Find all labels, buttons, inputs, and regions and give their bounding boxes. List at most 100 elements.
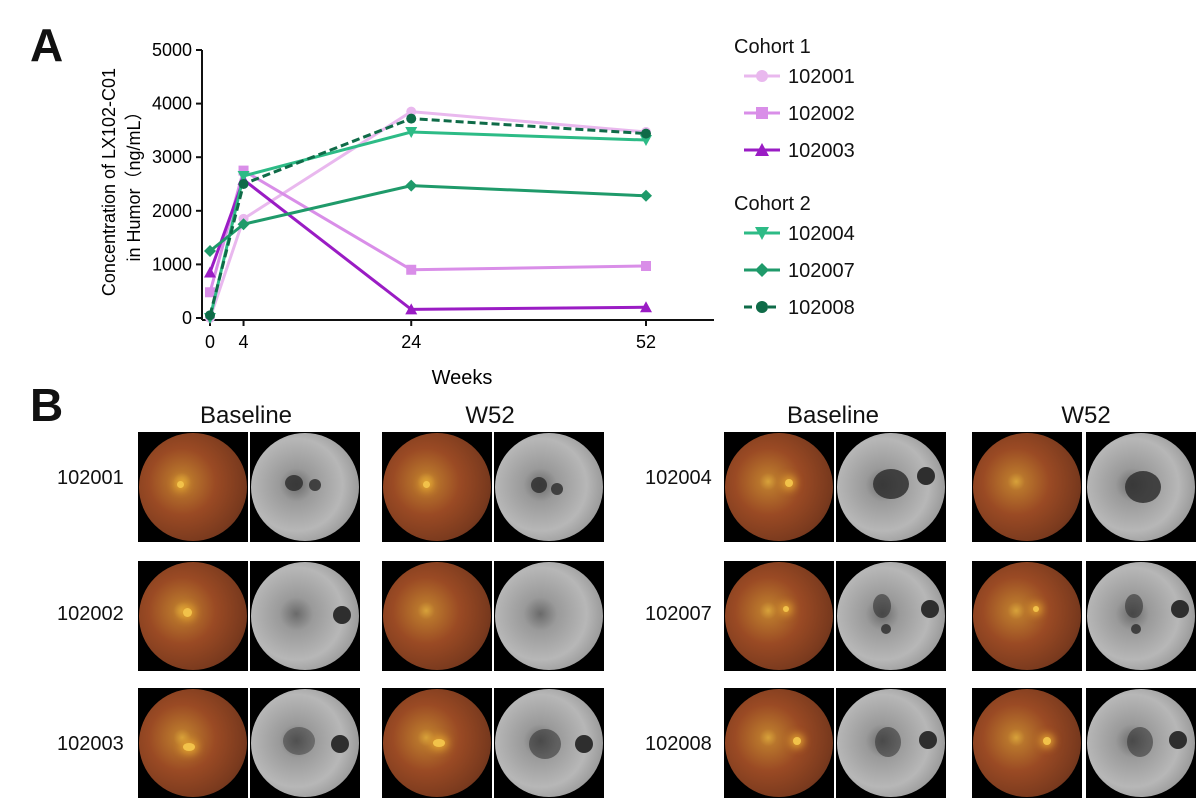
patient-label-102003: 102003 xyxy=(57,733,124,755)
data-point-102004 xyxy=(405,127,418,139)
fundus-photo-102008-w52 xyxy=(972,688,1082,798)
data-point-102003 xyxy=(640,301,652,313)
series-line-102002 xyxy=(208,168,647,293)
legend-label-102007: 102007 xyxy=(788,260,855,282)
fundus-photo-102002-w52 xyxy=(382,561,492,671)
y-tick-label: 2000 xyxy=(152,201,192,221)
legend-label-102002: 102002 xyxy=(788,103,855,125)
legend-symbol-102001 xyxy=(756,70,768,82)
legend-marker-102007 xyxy=(744,263,780,277)
legend-entry-102008: 102008 xyxy=(734,291,934,328)
series-102004 xyxy=(204,127,652,324)
faf-image-102002-baseline xyxy=(250,561,360,671)
condition-title-baseline-right: Baseline xyxy=(786,402,880,429)
data-point-102004 xyxy=(237,170,250,182)
data-point-102002 xyxy=(406,264,417,275)
legend-entry-102007: 102007 xyxy=(734,254,934,291)
legend-symbol-102002 xyxy=(756,107,768,119)
x-axis-label: Weeks xyxy=(432,367,493,389)
panel-b-label: B xyxy=(30,379,64,431)
fundus-photo-102001-w52 xyxy=(382,432,492,542)
patient-label-102002: 102002 xyxy=(57,603,124,625)
fundus-photo-102008-baseline xyxy=(724,688,834,798)
fundus-photo-102003-w52 xyxy=(382,688,492,798)
line-chart: 0 1000 2000 3000 4000 5000 0 4 24 52 Concentratio… xyxy=(99,40,714,389)
legend-symbol-102007 xyxy=(755,263,769,277)
data-point-102001 xyxy=(406,106,417,117)
condition-title-baseline-left: Baseline xyxy=(199,402,293,429)
x-tick-label: 52 xyxy=(636,332,656,352)
data-point-102007 xyxy=(237,218,250,231)
fundus-photo-102004-baseline xyxy=(724,432,834,542)
y-tick-label: 1000 xyxy=(152,254,192,274)
legend-entry-102003: 102003 xyxy=(734,134,934,171)
data-point-102008 xyxy=(205,310,215,321)
panel-a-label: A xyxy=(30,19,64,71)
fundus-photo-102001-baseline xyxy=(138,432,248,542)
data-point-102007 xyxy=(640,189,652,202)
data-point-102007 xyxy=(204,245,216,257)
series-102007 xyxy=(204,179,652,257)
data-point-102003 xyxy=(204,266,216,278)
fundus-photo-102007-baseline xyxy=(724,561,834,671)
legend-marker-102002 xyxy=(744,107,780,119)
y-tick-label: 3000 xyxy=(152,147,192,167)
data-point-102004 xyxy=(640,135,652,147)
y-tick-label: 0 xyxy=(182,308,192,328)
faf-image-102001-baseline xyxy=(250,432,360,542)
data-point-102007 xyxy=(405,179,418,192)
faf-image-102002-w52 xyxy=(494,561,604,671)
legend-cohort-1-title: Cohort 1 xyxy=(734,36,811,58)
condition-title-w52-left: W52 xyxy=(465,402,515,429)
series-line-102003 xyxy=(208,177,647,311)
legend-symbol-102004 xyxy=(755,227,769,240)
x-tick-label: 0 xyxy=(205,332,215,352)
faf-image-102001-w52 xyxy=(494,432,604,542)
legend-entry-102001: 102001 xyxy=(734,60,934,97)
faf-image-102003-w52 xyxy=(494,688,604,798)
legend-marker-102003 xyxy=(744,143,780,156)
data-point-102008 xyxy=(406,113,417,124)
legend-entry-102004: 102004 xyxy=(734,217,934,254)
x-tick-label: 4 xyxy=(239,332,249,352)
y-axis-label-line1: Concentration of LX102-C01 xyxy=(99,68,119,296)
legend-symbol-102008 xyxy=(756,301,768,313)
legend-label-102008: 102008 xyxy=(788,297,855,319)
data-point-102003 xyxy=(405,303,418,315)
data-point-102008 xyxy=(641,128,651,139)
patient-label-102007: 102007 xyxy=(645,603,712,625)
legend-marker-102001 xyxy=(744,70,780,82)
x-tick-label: 24 xyxy=(401,332,421,352)
legend-symbol-102003 xyxy=(755,143,769,156)
data-point-102002 xyxy=(238,165,249,176)
fundus-photo-102004-w52 xyxy=(972,432,1082,542)
series-line-102007 xyxy=(209,184,647,253)
fundus-photo-102003-baseline xyxy=(138,688,248,798)
y-tick-label: 4000 xyxy=(152,94,192,114)
legend-label-102001: 102001 xyxy=(788,66,855,88)
legend-marker-102004 xyxy=(744,227,780,240)
faf-image-102004-w52 xyxy=(1086,432,1196,542)
faf-image-102008-baseline xyxy=(836,688,946,798)
series-102008 xyxy=(205,113,651,321)
series-102002 xyxy=(205,165,651,298)
legend-cohort-2-title: Cohort 2 xyxy=(734,193,811,215)
condition-title-w52-right: W52 xyxy=(1061,402,1111,429)
faf-image-102003-baseline xyxy=(250,688,360,798)
series-line-102001 xyxy=(208,110,647,319)
faf-image-102007-baseline xyxy=(836,561,946,671)
legend-label-102004: 102004 xyxy=(788,223,855,245)
patient-label-102004: 102004 xyxy=(645,467,712,489)
chart-series xyxy=(204,106,652,324)
data-point-102002 xyxy=(205,287,215,298)
series-102003 xyxy=(204,173,652,315)
data-point-102002 xyxy=(641,261,651,272)
faf-image-102008-w52 xyxy=(1086,688,1196,798)
faf-image-102007-w52 xyxy=(1086,561,1196,671)
fundus-photo-102002-baseline xyxy=(138,561,248,671)
series-line-102008 xyxy=(208,117,647,316)
y-axis-label-line2: in Humor（ng/mL） xyxy=(124,102,144,261)
faf-image-102004-baseline xyxy=(836,432,946,542)
fundus-photo-102007-w52 xyxy=(972,561,1082,671)
legend-marker-102008 xyxy=(744,301,780,313)
